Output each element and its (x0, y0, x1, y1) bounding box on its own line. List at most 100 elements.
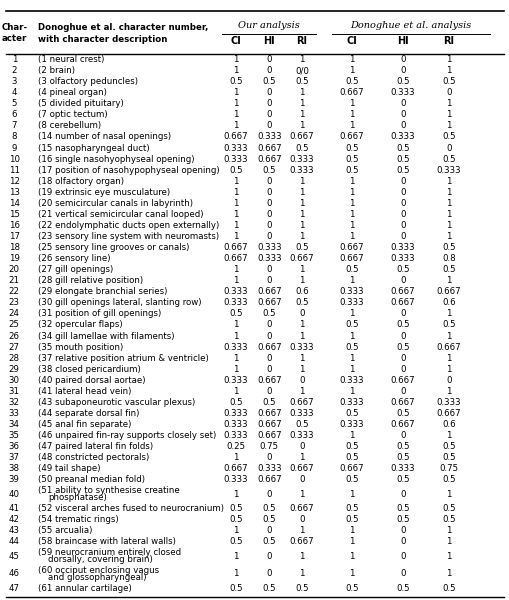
Text: 0.5: 0.5 (441, 133, 455, 142)
Text: (45 anal fin separate): (45 anal fin separate) (38, 420, 131, 429)
Text: 1: 1 (349, 551, 354, 560)
Text: 0.667: 0.667 (436, 343, 460, 352)
Text: 1: 1 (445, 99, 450, 108)
Text: 0.5: 0.5 (395, 265, 409, 274)
Text: 0.333: 0.333 (289, 409, 314, 418)
Text: (49 tail shape): (49 tail shape) (38, 464, 101, 473)
Text: with character description: with character description (38, 34, 167, 43)
Text: 1: 1 (445, 387, 450, 396)
Text: 0.667: 0.667 (289, 537, 314, 546)
Text: 0.667: 0.667 (339, 243, 363, 252)
Text: 0.5: 0.5 (345, 584, 358, 593)
Text: 0.5: 0.5 (229, 504, 242, 513)
Text: 0.5: 0.5 (229, 77, 242, 86)
Text: 1: 1 (299, 188, 304, 197)
Text: 1: 1 (233, 110, 238, 119)
Text: 0: 0 (266, 99, 271, 108)
Text: 0.667: 0.667 (223, 254, 248, 263)
Text: (8 cerebellum): (8 cerebellum) (38, 121, 101, 130)
Text: (25 sensory line grooves or canals): (25 sensory line grooves or canals) (38, 243, 189, 252)
Text: 0.333: 0.333 (223, 143, 248, 152)
Text: 0.667: 0.667 (390, 298, 414, 307)
Text: 4: 4 (12, 88, 17, 97)
Text: 1: 1 (299, 88, 304, 97)
Text: 42: 42 (9, 515, 20, 524)
Text: 0: 0 (299, 442, 304, 451)
Text: 1: 1 (299, 265, 304, 274)
Text: 0.5: 0.5 (441, 320, 455, 329)
Text: 0.667: 0.667 (436, 287, 460, 296)
Text: 1: 1 (299, 121, 304, 130)
Text: (31 position of gill openings): (31 position of gill openings) (38, 310, 161, 319)
Text: 0.667: 0.667 (257, 155, 281, 164)
Text: 0: 0 (445, 88, 450, 97)
Text: 1: 1 (299, 176, 304, 185)
Text: 0.667: 0.667 (436, 409, 460, 418)
Text: 0: 0 (400, 66, 405, 75)
Text: 13: 13 (9, 188, 20, 197)
Text: 0: 0 (400, 569, 405, 578)
Text: 6: 6 (12, 110, 17, 119)
Text: 0.5: 0.5 (262, 310, 275, 319)
Text: (48 constricted pectorals): (48 constricted pectorals) (38, 453, 149, 462)
Text: 0.5: 0.5 (441, 515, 455, 524)
Text: (41 lateral head vein): (41 lateral head vein) (38, 387, 131, 396)
Text: 1: 1 (233, 199, 238, 208)
Text: 0.5: 0.5 (345, 475, 358, 484)
Text: 0: 0 (400, 199, 405, 208)
Text: 0.5: 0.5 (441, 243, 455, 252)
Text: 18: 18 (9, 243, 20, 252)
Text: 1: 1 (233, 453, 238, 462)
Text: 0.5: 0.5 (295, 584, 308, 593)
Text: 1: 1 (299, 199, 304, 208)
Text: (5 divided pituitary): (5 divided pituitary) (38, 99, 124, 108)
Text: RI: RI (296, 36, 307, 46)
Text: (50 preanal median fold): (50 preanal median fold) (38, 475, 145, 484)
Text: 0: 0 (266, 365, 271, 374)
Text: 0.333: 0.333 (257, 133, 281, 142)
Text: 0.5: 0.5 (345, 515, 358, 524)
Text: 1: 1 (349, 232, 354, 241)
Text: 0.5: 0.5 (441, 442, 455, 451)
Text: 39: 39 (9, 475, 20, 484)
Text: 0: 0 (266, 453, 271, 462)
Text: 8: 8 (12, 133, 17, 142)
Text: 0: 0 (400, 353, 405, 362)
Text: 34: 34 (9, 420, 20, 429)
Text: 0.667: 0.667 (257, 420, 281, 429)
Text: 5: 5 (12, 99, 17, 108)
Text: CI: CI (230, 36, 241, 46)
Text: 0.5: 0.5 (345, 453, 358, 462)
Text: 1: 1 (349, 310, 354, 319)
Text: 1: 1 (445, 569, 450, 578)
Text: 0.333: 0.333 (223, 155, 248, 164)
Text: (22 endolymphatic ducts open externally): (22 endolymphatic ducts open externally) (38, 221, 219, 230)
Text: 0.5: 0.5 (345, 409, 358, 418)
Text: 0.5: 0.5 (395, 442, 409, 451)
Text: (55 arcualia): (55 arcualia) (38, 526, 93, 535)
Text: 1: 1 (349, 221, 354, 230)
Text: 0.5: 0.5 (345, 155, 358, 164)
Text: 1: 1 (445, 431, 450, 440)
Text: 0: 0 (266, 232, 271, 241)
Text: 0.667: 0.667 (289, 504, 314, 513)
Text: 1: 1 (233, 490, 238, 499)
Text: 1: 1 (233, 232, 238, 241)
Text: 1: 1 (349, 199, 354, 208)
Text: 0.333: 0.333 (223, 376, 248, 385)
Text: (21 vertical semicircular canal looped): (21 vertical semicircular canal looped) (38, 210, 204, 219)
Text: 0.667: 0.667 (339, 464, 363, 473)
Text: 0.333: 0.333 (223, 298, 248, 307)
Text: 1: 1 (233, 569, 238, 578)
Text: (27 gill openings): (27 gill openings) (38, 265, 114, 274)
Text: (16 single nasohyophyseal opening): (16 single nasohyophyseal opening) (38, 155, 194, 164)
Text: 0.333: 0.333 (339, 398, 363, 407)
Text: 0: 0 (266, 210, 271, 219)
Text: 0.667: 0.667 (289, 133, 314, 142)
Text: 32: 32 (9, 398, 20, 407)
Text: 1: 1 (233, 210, 238, 219)
Text: 0: 0 (266, 332, 271, 341)
Text: (26 sensory line): (26 sensory line) (38, 254, 110, 263)
Text: 1: 1 (299, 55, 304, 64)
Text: 0.75: 0.75 (259, 442, 278, 451)
